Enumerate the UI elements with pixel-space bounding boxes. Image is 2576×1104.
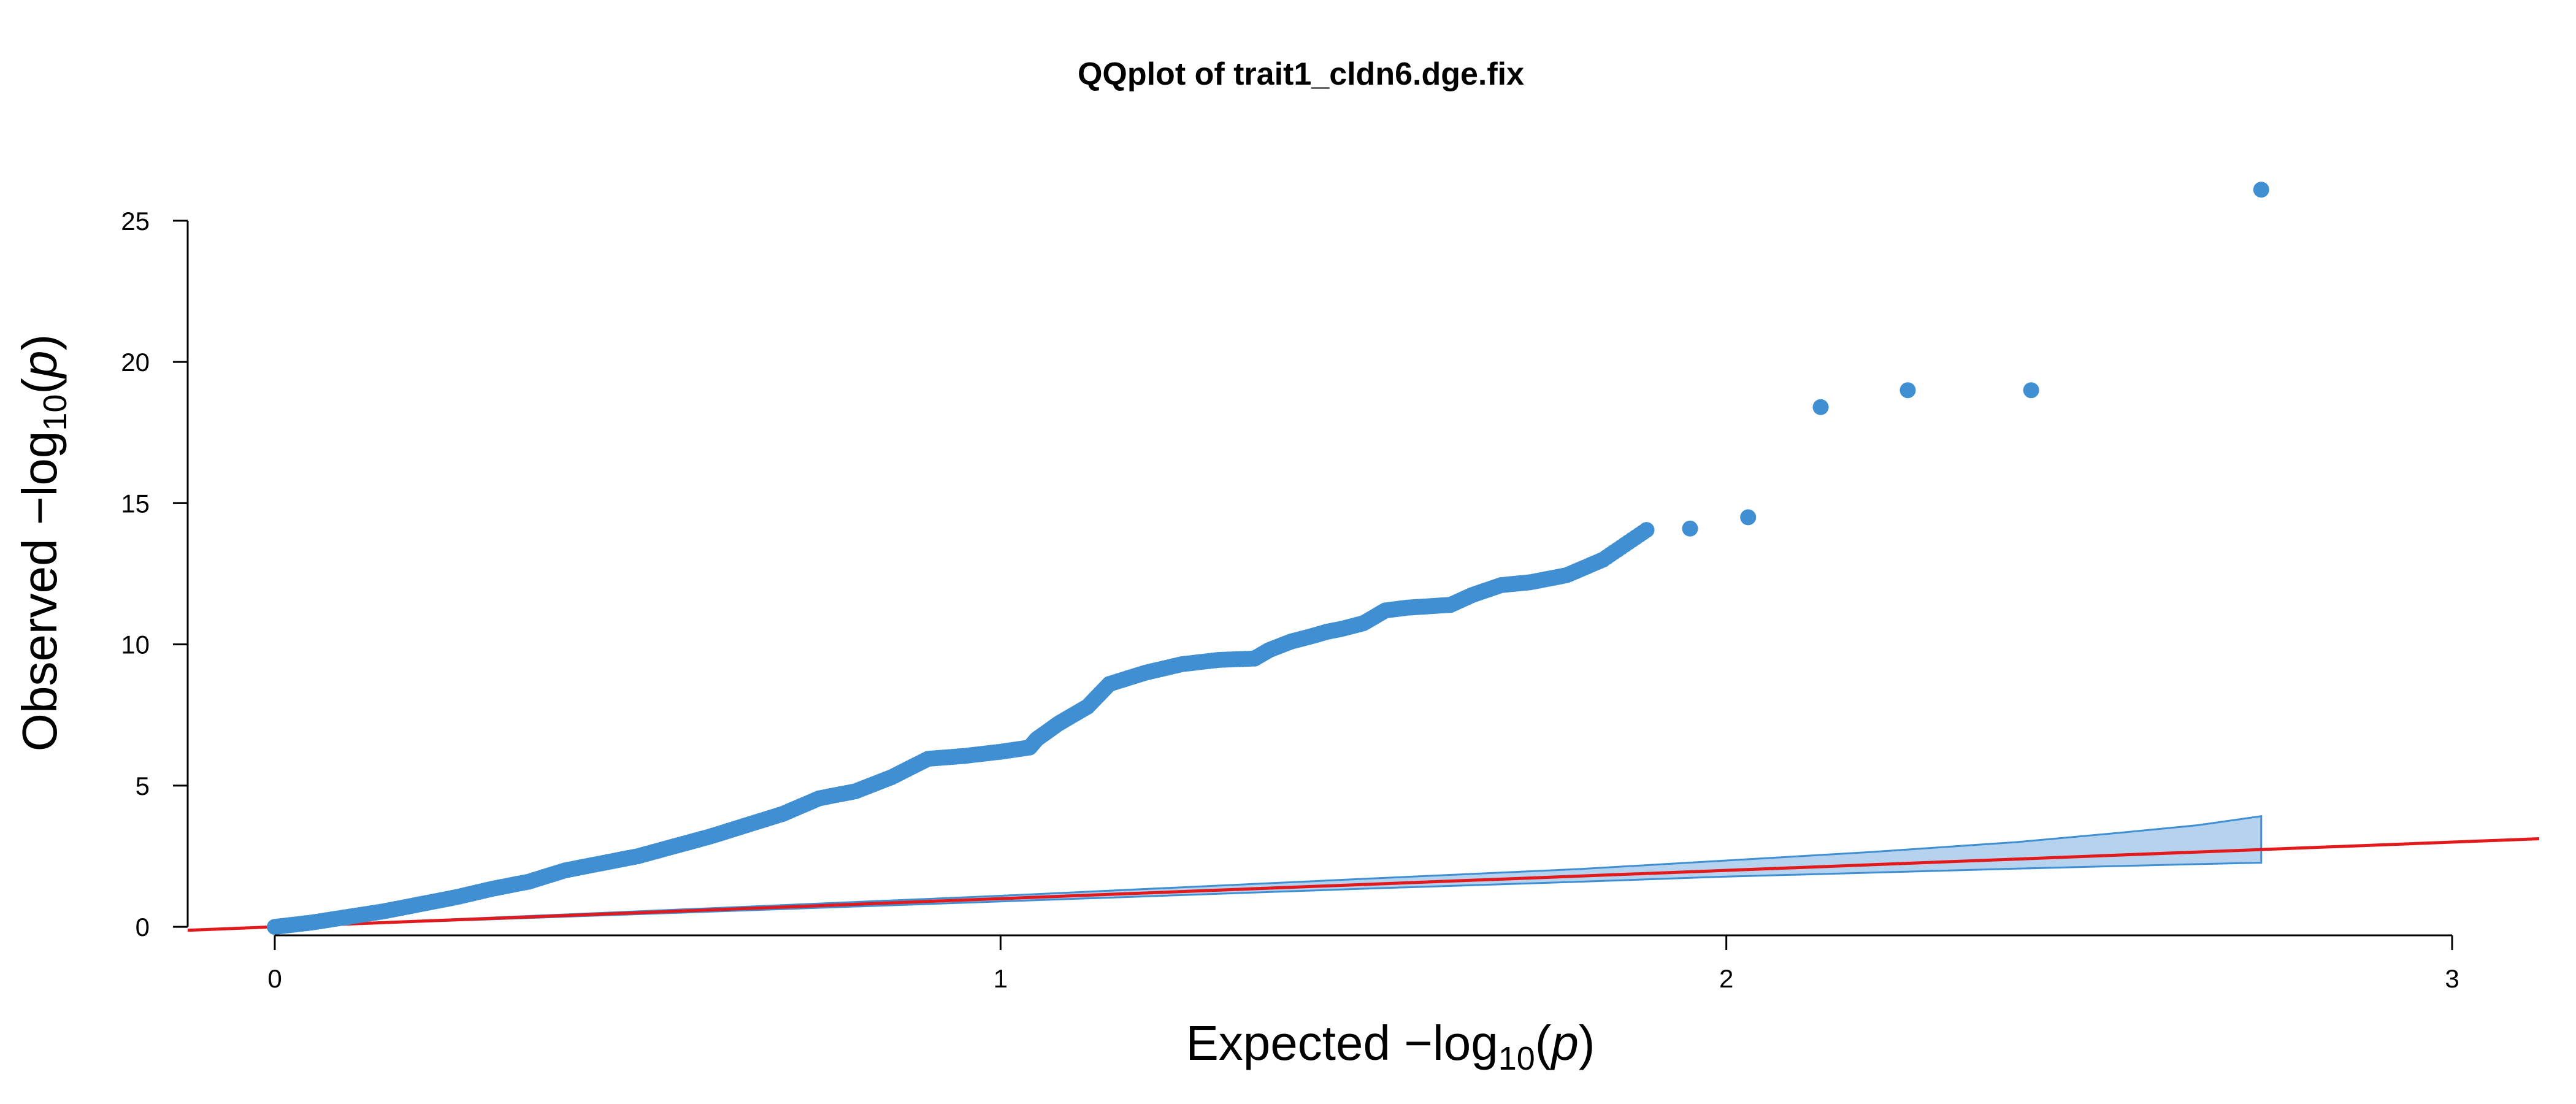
plot-area <box>187 182 2540 935</box>
y-axis: 0 5 10 15 20 25 <box>121 207 189 941</box>
data-point <box>1812 399 1829 415</box>
chart-title: QQplot of trait1_cldn6.dge.fix <box>1078 56 1524 92</box>
data-point <box>2023 382 2039 399</box>
x-axis-title-variable: p <box>1550 1016 1579 1070</box>
x-tick-label: 3 <box>2445 964 2459 993</box>
y-tick-label: 25 <box>121 207 150 236</box>
x-axis-title-subscript: 10 <box>1498 1040 1535 1077</box>
data-point <box>1740 509 1757 526</box>
y-ticks: 0 5 10 15 20 25 <box>121 207 188 941</box>
y-tick-label: 0 <box>136 913 150 941</box>
y-tick-label: 20 <box>121 348 150 377</box>
data-point <box>1682 520 1698 537</box>
y-axis-title-subscript: 10 <box>37 394 74 431</box>
x-axis-title-prefix: Expected −log <box>1186 1016 1498 1070</box>
data-point <box>1638 522 1655 539</box>
x-axis: 0 1 2 3 <box>267 934 2459 993</box>
confidence-band <box>274 815 2263 928</box>
y-axis-title-open-paren: ( <box>12 378 67 394</box>
y-axis-title: Observed −log10(p) <box>12 334 74 751</box>
data-point <box>1899 382 1916 399</box>
y-axis-title-prefix: Observed −log <box>12 431 67 752</box>
x-tick-label: 2 <box>1719 964 1733 993</box>
x-axis-title-open-paren: ( <box>1535 1016 1552 1070</box>
y-tick-label: 5 <box>136 772 150 800</box>
x-tick-label: 0 <box>267 964 282 993</box>
x-ticks: 0 1 2 3 <box>267 935 2459 993</box>
y-axis-title-variable: p <box>12 350 67 379</box>
x-tick-label: 1 <box>994 964 1008 993</box>
data-point <box>2253 182 2269 198</box>
data-points <box>267 182 2269 935</box>
y-tick-label: 15 <box>121 489 150 518</box>
y-tick-label: 10 <box>121 631 150 659</box>
x-axis-title-close-paren: ) <box>1579 1016 1595 1070</box>
y-axis-title-close-paren: ) <box>12 334 67 351</box>
reference-line <box>187 837 2540 932</box>
x-axis-title: Expected −log10(p) <box>1186 1016 1595 1077</box>
